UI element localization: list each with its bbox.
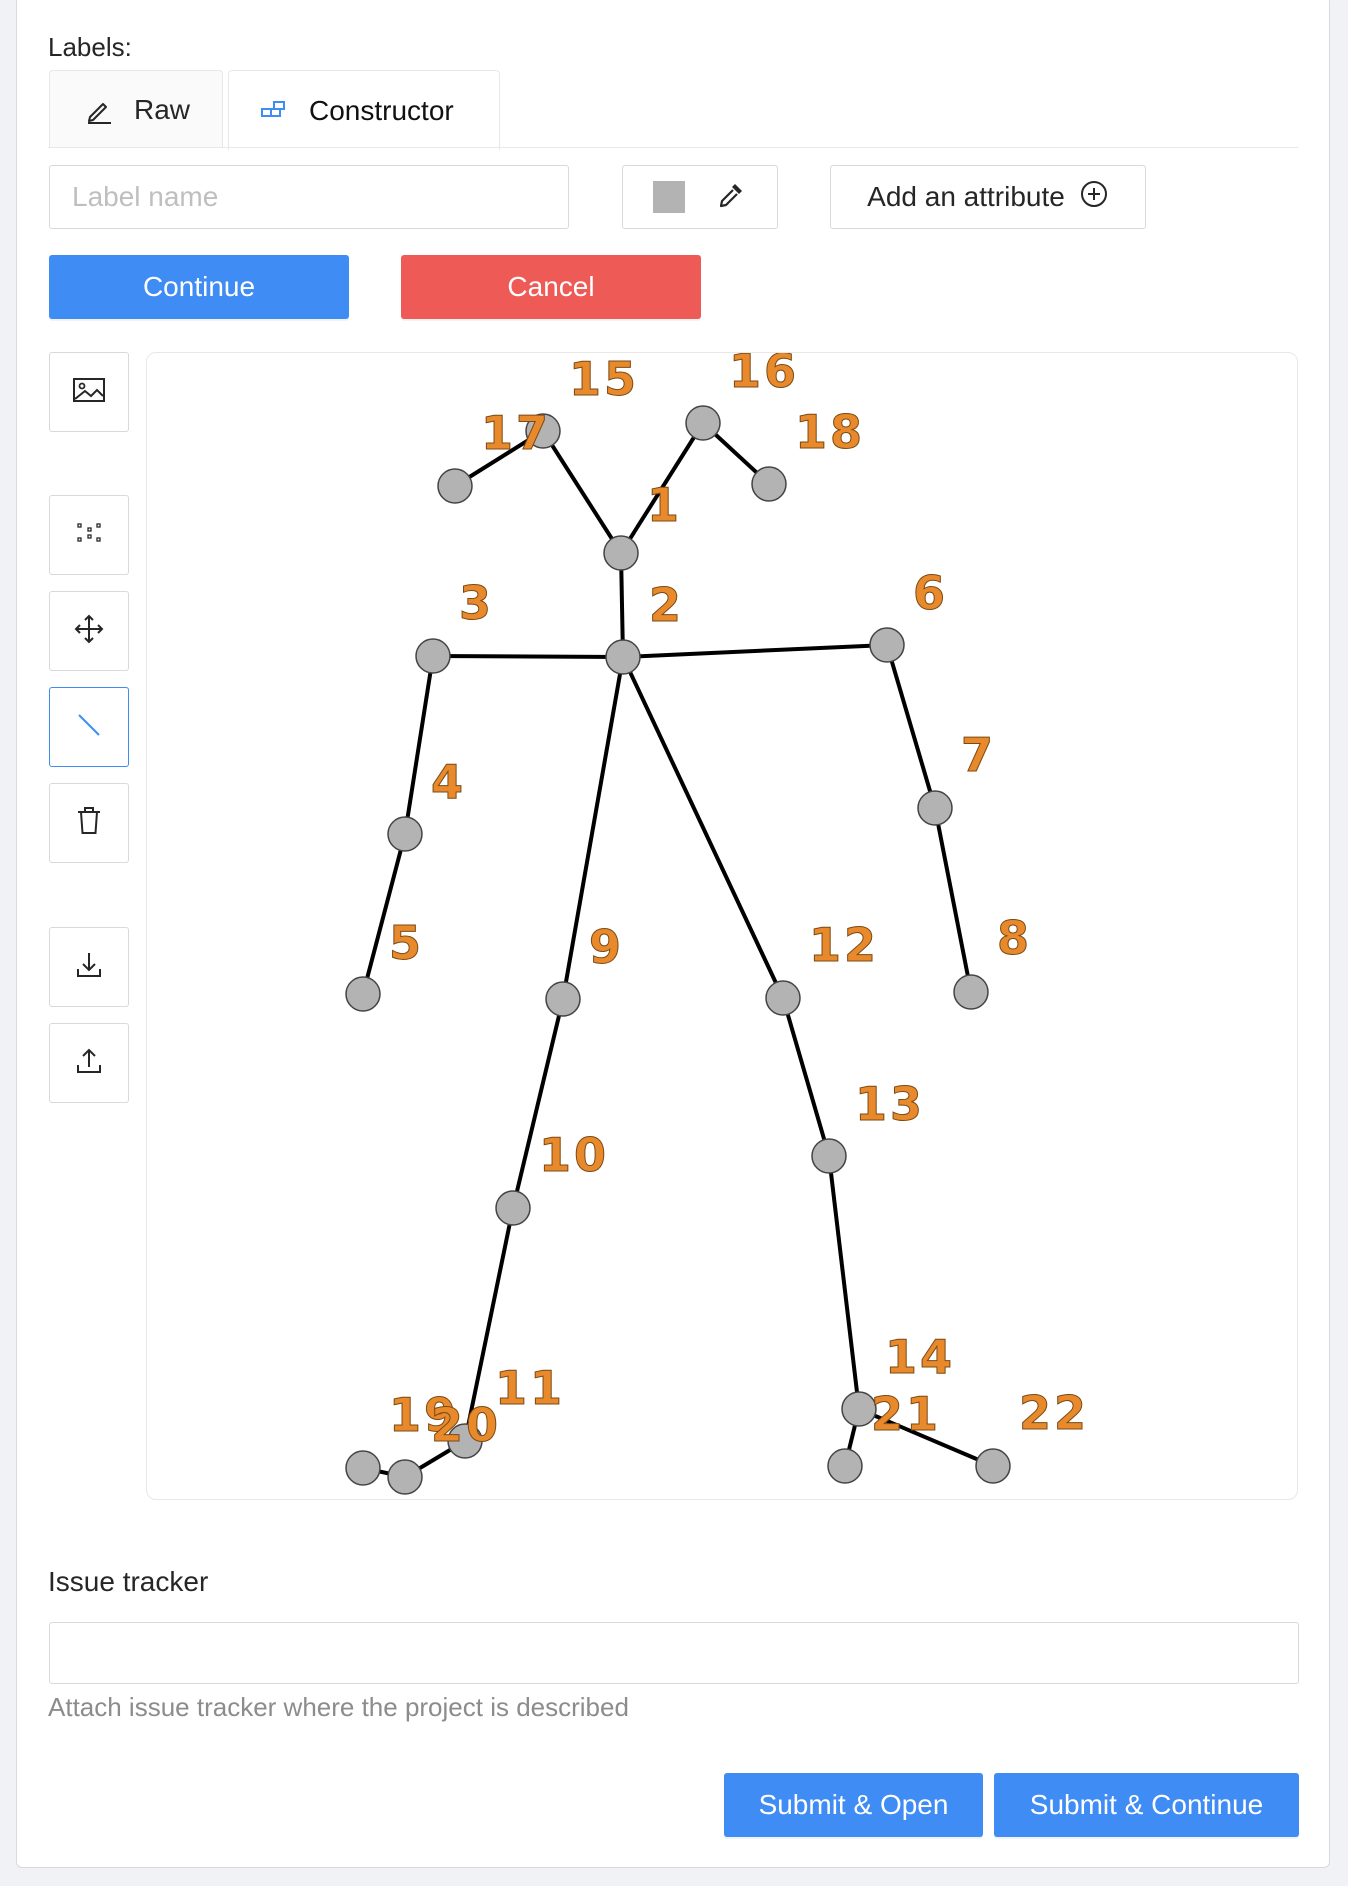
skeleton-edge[interactable] bbox=[541, 429, 623, 555]
skeleton-edge[interactable] bbox=[361, 833, 407, 995]
skeleton-point-number: 19 bbox=[389, 1388, 459, 1442]
delete-tool-button[interactable] bbox=[49, 783, 129, 863]
tab-constructor-label: Constructor bbox=[309, 94, 454, 126]
skeleton-point-number: 18 bbox=[795, 405, 865, 459]
download-icon bbox=[73, 949, 105, 986]
skeleton-point[interactable] bbox=[917, 790, 953, 826]
skeleton-point-number: 11 bbox=[495, 1361, 565, 1415]
download-button[interactable] bbox=[49, 927, 129, 1007]
skeleton-edge[interactable] bbox=[619, 421, 705, 555]
skeleton-point-number: 8 bbox=[997, 911, 1032, 965]
skeleton-point-number: 7 bbox=[961, 728, 996, 782]
skeleton-edge[interactable] bbox=[933, 807, 973, 993]
skeleton-point-number: 4 bbox=[431, 755, 466, 809]
add-attribute-button[interactable]: Add an attribute bbox=[830, 165, 1146, 229]
skeleton-point[interactable] bbox=[447, 1423, 483, 1459]
skeleton-point[interactable] bbox=[415, 638, 451, 674]
skeleton-point[interactable] bbox=[765, 980, 801, 1016]
continue-button[interactable]: Continue bbox=[49, 255, 349, 319]
tabs-divider bbox=[48, 147, 1298, 148]
plus-circle-icon bbox=[1079, 179, 1109, 216]
issue-tracker-help: Attach issue tracker where the project i… bbox=[48, 1692, 629, 1722]
skeleton-point-number: 16 bbox=[729, 353, 799, 398]
image-tool-button[interactable] bbox=[49, 352, 129, 432]
skeleton-edge[interactable] bbox=[403, 655, 435, 835]
image-icon bbox=[72, 376, 106, 409]
skeleton-point[interactable] bbox=[387, 816, 423, 852]
build-icon bbox=[259, 96, 289, 126]
skeleton-point[interactable] bbox=[685, 405, 721, 441]
skeleton-point[interactable] bbox=[827, 1448, 863, 1484]
skeleton-point-number: 10 bbox=[539, 1128, 609, 1182]
skeleton-point[interactable] bbox=[869, 627, 905, 663]
skeleton-point[interactable] bbox=[605, 639, 641, 675]
skeleton-point[interactable] bbox=[495, 1190, 531, 1226]
label-name-input[interactable] bbox=[49, 165, 569, 229]
skeleton-point[interactable] bbox=[603, 535, 639, 571]
skeleton-point-number: 6 bbox=[913, 566, 948, 620]
submit-open-button[interactable]: Submit & Open bbox=[724, 1773, 983, 1837]
skeleton-edge[interactable] bbox=[858, 1407, 994, 1468]
skeleton-edge[interactable] bbox=[885, 644, 937, 809]
skeleton-point[interactable] bbox=[751, 466, 787, 502]
skeleton-point-number: 5 bbox=[389, 916, 424, 970]
skeleton-point[interactable] bbox=[841, 1391, 877, 1427]
eyedropper-icon bbox=[715, 179, 747, 216]
skeleton-point[interactable] bbox=[437, 468, 473, 504]
cancel-button[interactable]: Cancel bbox=[401, 255, 701, 319]
skeleton-point-number: 12 bbox=[809, 918, 879, 972]
skeleton-edge[interactable] bbox=[463, 1207, 515, 1442]
skeleton-point-number: 21 bbox=[871, 1387, 941, 1441]
skeleton-edge[interactable] bbox=[511, 998, 565, 1209]
skeleton-point-number: 20 bbox=[431, 1398, 501, 1452]
color-swatch bbox=[653, 181, 685, 213]
upload-button[interactable] bbox=[49, 1023, 129, 1103]
issue-tracker-input[interactable] bbox=[49, 1622, 1299, 1684]
skeleton-point[interactable] bbox=[525, 413, 561, 449]
skeleton-point[interactable] bbox=[953, 974, 989, 1010]
points-tool-button[interactable] bbox=[49, 495, 129, 575]
points-icon bbox=[74, 518, 104, 553]
skeleton-point[interactable] bbox=[387, 1459, 423, 1495]
skeleton-edge[interactable] bbox=[432, 654, 624, 659]
skeleton-point-number: 22 bbox=[1019, 1386, 1089, 1440]
skeleton-edge[interactable] bbox=[621, 656, 785, 999]
tab-raw[interactable]: Raw bbox=[49, 70, 223, 148]
skeleton-point-number: 9 bbox=[589, 920, 624, 974]
skeleton-point-number: 15 bbox=[569, 353, 639, 406]
upload-icon bbox=[73, 1045, 105, 1082]
color-picker-button[interactable] bbox=[622, 165, 778, 229]
skeleton-edge[interactable] bbox=[781, 997, 831, 1157]
line-tool-button[interactable] bbox=[49, 687, 129, 767]
skeleton-point-number: 3 bbox=[459, 576, 494, 630]
skeleton-point[interactable] bbox=[345, 976, 381, 1012]
skeleton-point[interactable] bbox=[811, 1138, 847, 1174]
delete-icon bbox=[74, 805, 104, 842]
skeleton-point-number: 2 bbox=[649, 578, 684, 632]
skeleton-point[interactable] bbox=[975, 1448, 1011, 1484]
skeleton-point[interactable] bbox=[345, 1450, 381, 1486]
skeleton-point[interactable] bbox=[545, 981, 581, 1017]
submit-continue-button[interactable]: Submit & Continue bbox=[994, 1773, 1299, 1837]
skeleton-edge[interactable] bbox=[561, 656, 625, 1000]
skeleton-point-number: 17 bbox=[481, 406, 551, 460]
add-attribute-label: Add an attribute bbox=[867, 181, 1065, 212]
skeleton-point-number: 1 bbox=[647, 478, 682, 532]
move-icon bbox=[73, 613, 105, 650]
skeleton-edge[interactable] bbox=[622, 643, 888, 659]
issue-tracker-title: Issue tracker bbox=[48, 1566, 209, 1597]
labels-title: Labels: bbox=[48, 32, 132, 62]
skeleton-point-number: 14 bbox=[885, 1330, 955, 1384]
edit-icon bbox=[84, 95, 114, 125]
tab-constructor[interactable]: Constructor bbox=[228, 70, 500, 150]
skeleton-point-number: 13 bbox=[855, 1077, 925, 1131]
line-icon bbox=[73, 709, 105, 746]
move-tool-button[interactable] bbox=[49, 591, 129, 671]
skeleton-canvas[interactable]: 1 2 3 4 5 6 7 8 9 10 11 12 13 14 15 16 17 18 19 20 21 22 bbox=[146, 352, 1298, 1500]
tab-raw-label: Raw bbox=[134, 93, 191, 125]
skeleton-edge[interactable] bbox=[827, 1155, 861, 1410]
